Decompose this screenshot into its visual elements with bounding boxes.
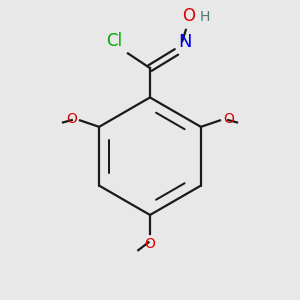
Text: H: H (200, 10, 210, 24)
Text: N: N (178, 33, 191, 51)
Text: O: O (145, 237, 155, 251)
Text: O: O (223, 112, 234, 127)
Text: O: O (66, 112, 77, 127)
Text: Cl: Cl (106, 32, 122, 50)
Text: O: O (182, 8, 195, 26)
